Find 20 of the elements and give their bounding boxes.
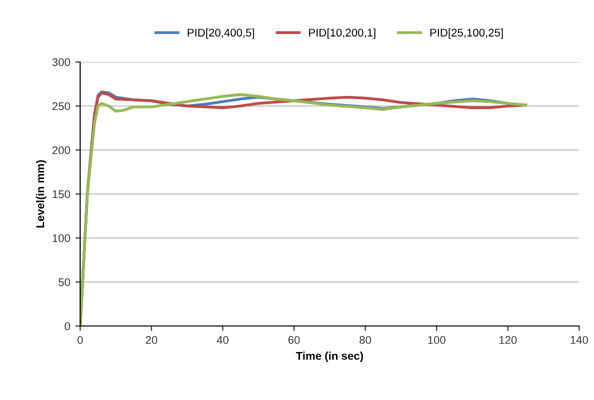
legend-label: PID[10,200,1] <box>309 28 376 39</box>
x-tick-label: 140 <box>570 336 588 344</box>
y-tick-label: 200 <box>52 146 70 154</box>
y-tick-label: 100 <box>52 234 70 242</box>
y-tick-label: 300 <box>52 58 70 66</box>
legend-label: PID[20,400,5] <box>188 28 254 39</box>
x-tick-label: 0 <box>78 336 83 344</box>
y-tick-label: 0 <box>64 322 70 330</box>
y-tick-label: 50 <box>58 278 70 286</box>
y-tick-label: 250 <box>52 102 70 110</box>
y-tick-label: 150 <box>52 190 70 198</box>
y-axis-title: Level(in mm) <box>36 160 46 228</box>
x-tick-label: 40 <box>216 336 228 344</box>
x-tick-label: 120 <box>499 336 517 344</box>
x-tick-label: 60 <box>288 336 300 344</box>
x-tick-label: 20 <box>146 336 158 344</box>
x-tick-label: 80 <box>360 336 372 344</box>
x-axis-title: Time (in sec) <box>296 352 363 362</box>
legend-label: PID[25,100,25] <box>430 28 503 39</box>
x-tick-label: 100 <box>428 336 446 344</box>
